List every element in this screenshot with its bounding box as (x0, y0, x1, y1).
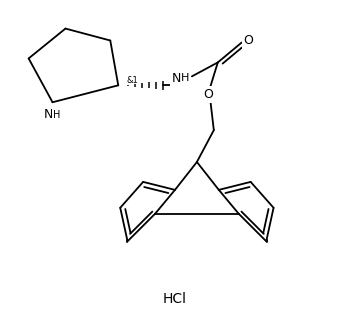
Text: H: H (53, 110, 60, 120)
Text: O: O (203, 88, 213, 101)
Text: O: O (244, 34, 254, 47)
Text: H: H (181, 73, 189, 83)
Text: N: N (171, 72, 181, 85)
Text: HCl: HCl (163, 292, 187, 306)
Text: N: N (44, 108, 53, 121)
Text: &1: &1 (126, 76, 138, 85)
